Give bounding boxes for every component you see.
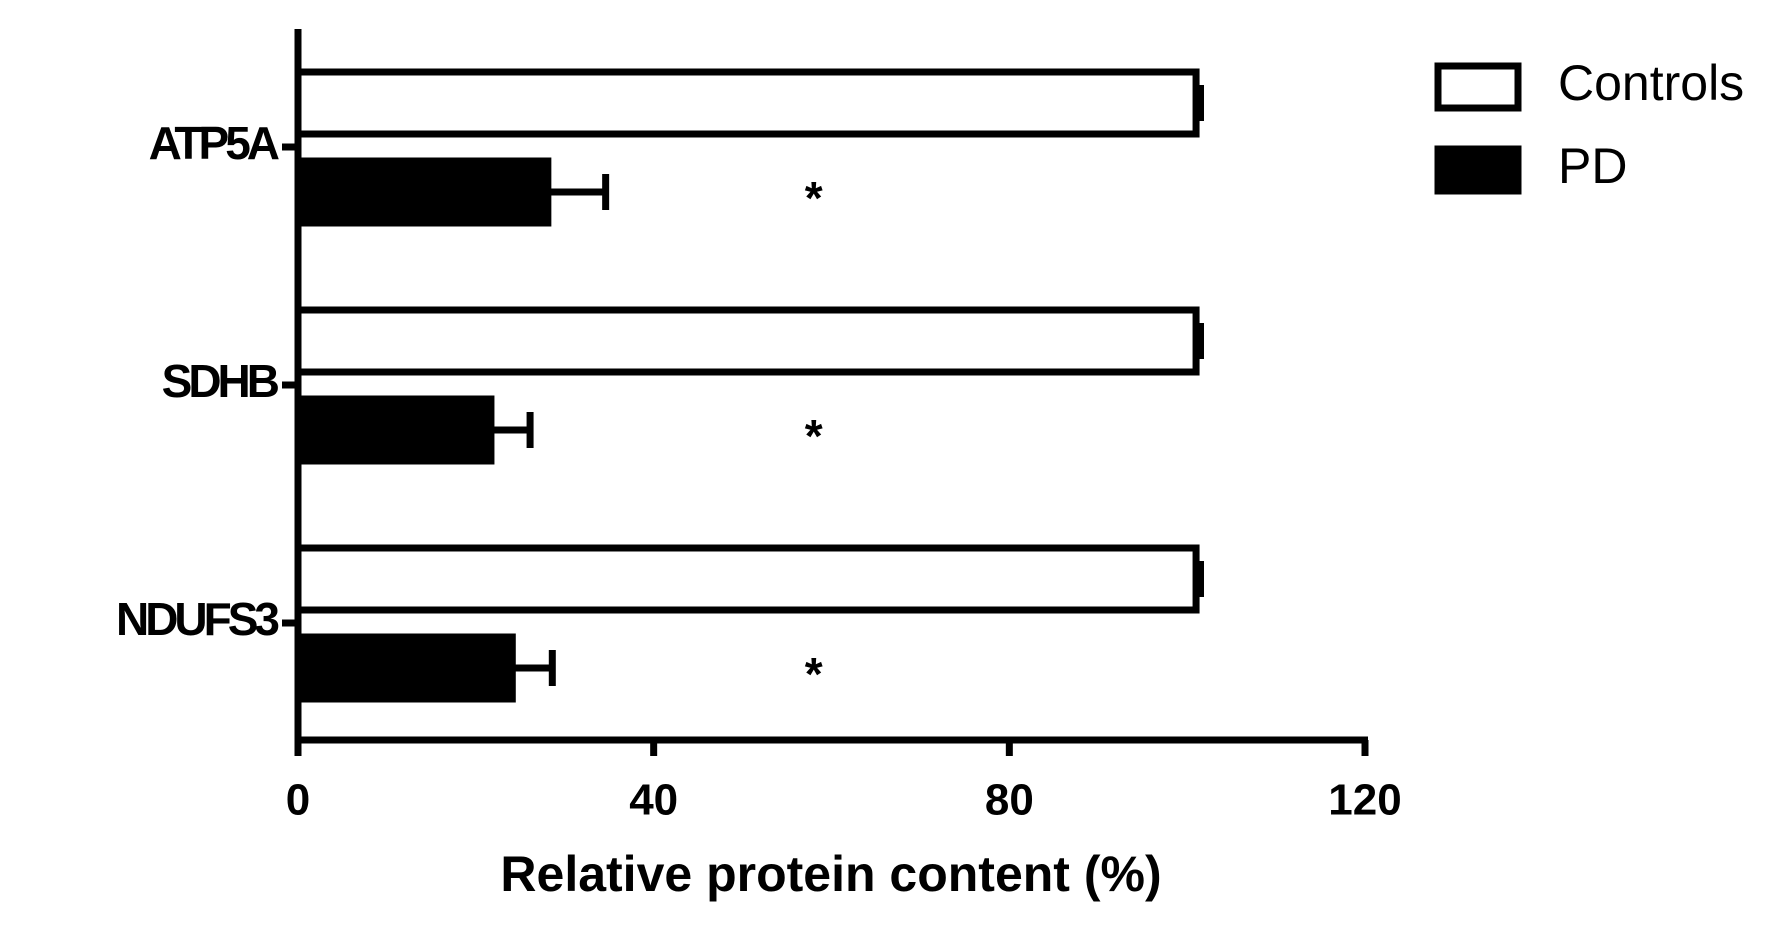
bar xyxy=(294,68,1200,138)
annotation: * xyxy=(805,410,823,462)
annotation: * xyxy=(805,648,823,700)
bar xyxy=(294,157,552,227)
bar xyxy=(294,544,1200,614)
bar xyxy=(294,633,516,703)
y-tick-label: SDHB xyxy=(162,355,279,407)
legend-swatch xyxy=(1434,145,1522,195)
legend-label: PD xyxy=(1558,138,1627,194)
legend-swatch xyxy=(1434,62,1522,112)
annotation: * xyxy=(805,172,823,224)
bar xyxy=(294,306,1200,376)
x-tick-label: 120 xyxy=(1328,776,1401,825)
y-tick-label: ATP5A xyxy=(149,117,279,169)
x-tick-label: 0 xyxy=(286,776,310,825)
x-tick-label: 80 xyxy=(985,776,1034,825)
x-tick-label: 40 xyxy=(629,776,678,825)
y-tick-label: NDUFS3 xyxy=(116,593,278,645)
x-axis-title: Relative protein content (%) xyxy=(500,846,1161,902)
bar xyxy=(294,395,495,465)
legend-label: Controls xyxy=(1558,55,1744,111)
